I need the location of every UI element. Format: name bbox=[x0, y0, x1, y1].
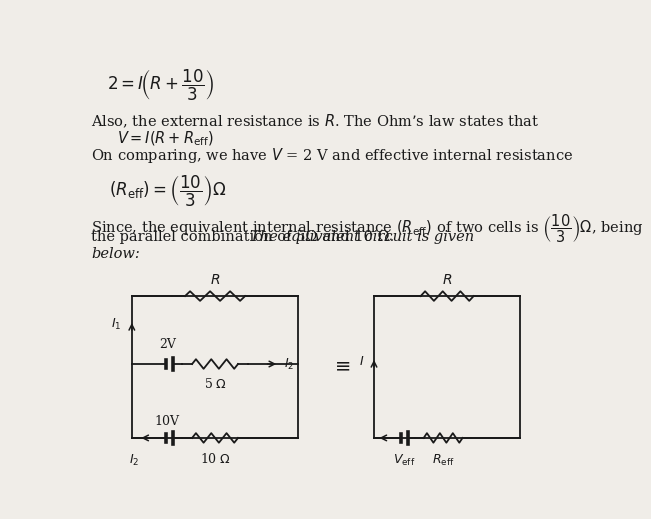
Text: Since, the equivalent internal resistance $(R_{\rm eff})$ of two cells is $\left: Since, the equivalent internal resistanc… bbox=[91, 212, 644, 244]
Text: $I_2$: $I_2$ bbox=[284, 357, 294, 372]
Text: 2V: 2V bbox=[159, 338, 176, 351]
Text: $R$: $R$ bbox=[210, 274, 220, 288]
Text: $R$: $R$ bbox=[442, 274, 452, 288]
Text: $\equiv$: $\equiv$ bbox=[331, 357, 352, 376]
Text: below:: below: bbox=[91, 248, 140, 261]
Text: 10V: 10V bbox=[155, 415, 180, 428]
Text: $V_{\rm eff}$: $V_{\rm eff}$ bbox=[393, 453, 415, 468]
Text: $(R_{\rm eff}) = \left(\dfrac{10}{3}\right)\Omega$: $(R_{\rm eff}) = \left(\dfrac{10}{3}\rig… bbox=[109, 173, 227, 209]
Text: On comparing, we have $V$ = 2 V and effective internal resistance: On comparing, we have $V$ = 2 V and effe… bbox=[91, 146, 574, 165]
Text: 10 $\Omega$: 10 $\Omega$ bbox=[200, 452, 230, 466]
Text: Also, the external resistance is $R$. The Ohm’s law states that: Also, the external resistance is $R$. Th… bbox=[91, 112, 540, 130]
Text: The equivalent circuit is given: The equivalent circuit is given bbox=[251, 230, 475, 244]
Text: 5 $\Omega$: 5 $\Omega$ bbox=[204, 377, 227, 391]
Text: $I_1$: $I_1$ bbox=[111, 317, 122, 332]
Text: $R_{\rm eff}$: $R_{\rm eff}$ bbox=[432, 453, 454, 468]
Text: $I$: $I$ bbox=[359, 354, 364, 367]
Text: $V = I(R + R_{\rm eff})$: $V = I(R + R_{\rm eff})$ bbox=[117, 129, 214, 148]
Text: the parallel combination of 5Ω and 10 Ω.: the parallel combination of 5Ω and 10 Ω. bbox=[91, 230, 395, 244]
Text: $2 = I\!\left(R + \dfrac{10}{3}\right)$: $2 = I\!\left(R + \dfrac{10}{3}\right)$ bbox=[107, 69, 214, 103]
Text: $I_2$: $I_2$ bbox=[129, 453, 139, 468]
